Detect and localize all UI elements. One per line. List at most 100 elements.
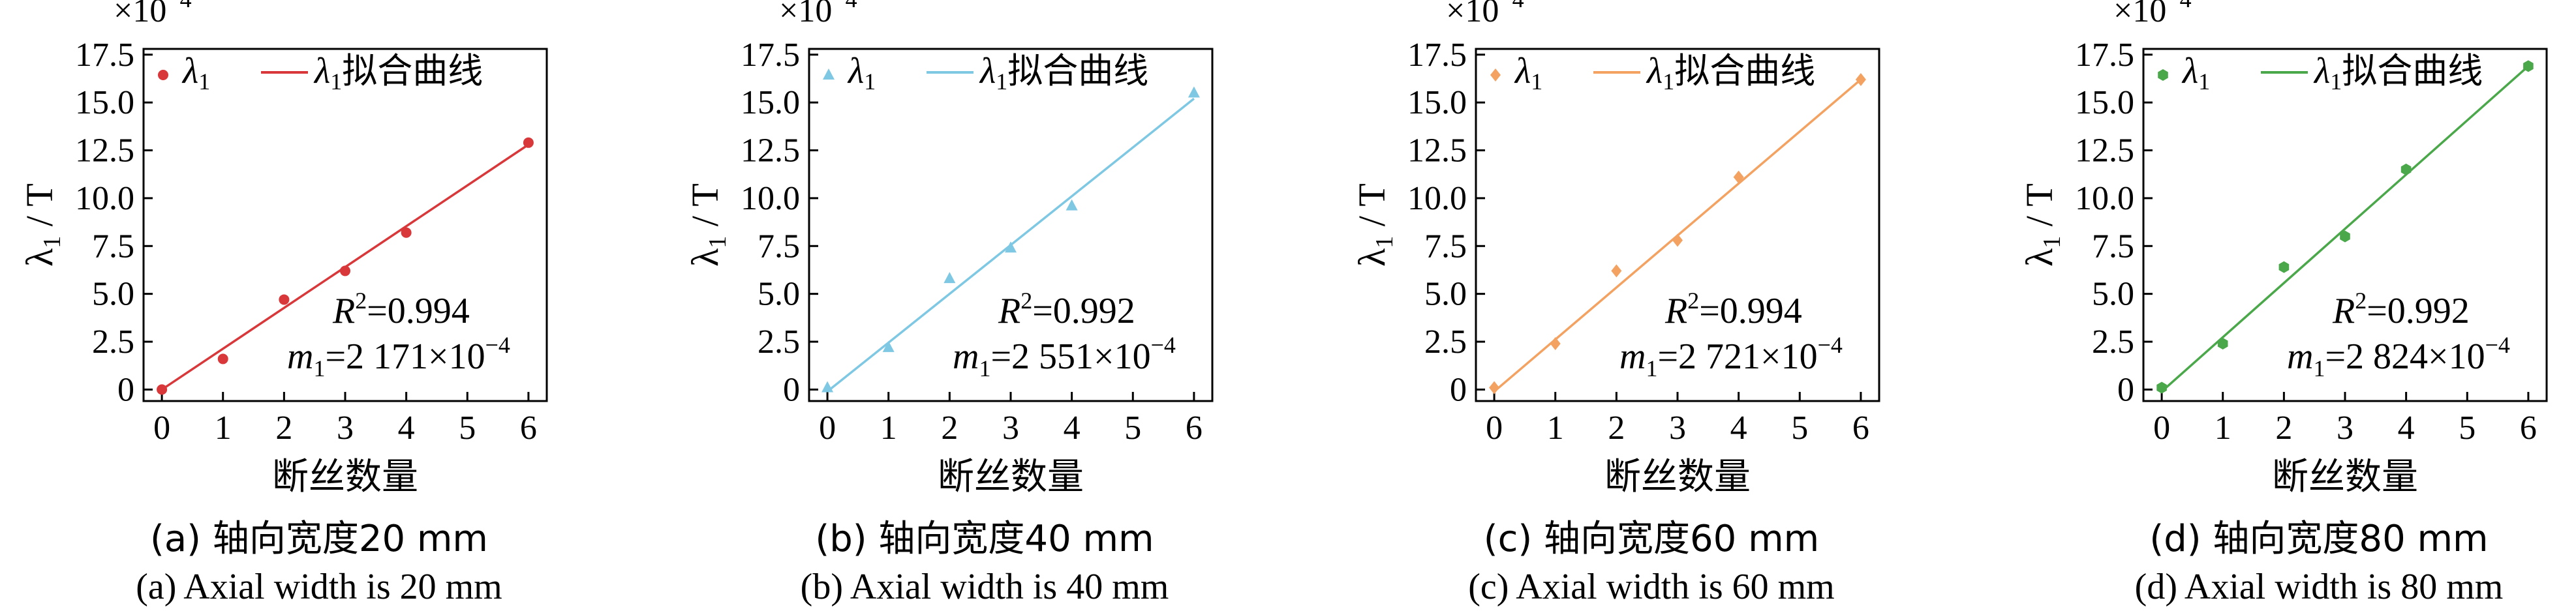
- legend-marker: [1490, 68, 1501, 82]
- data-point: [2523, 60, 2534, 72]
- data-point: [157, 384, 168, 395]
- x-tick-label: 5: [1791, 410, 1808, 447]
- y-axis-label: λ1 / T: [18, 183, 66, 267]
- x-tick-label: 2: [2275, 410, 2292, 447]
- y-tick-label: 12.5: [741, 132, 800, 170]
- r-squared-annotation: R2=0.994: [1664, 288, 1802, 331]
- y-axis-label-subscript: 1: [38, 236, 66, 248]
- y-axis-multiplier: ×10−4: [1446, 0, 1524, 29]
- legend-fit-label: λ1拟合曲线: [313, 50, 483, 95]
- x-tick-label: 3: [337, 410, 354, 447]
- x-tick-label: 6: [520, 410, 537, 447]
- data-point: [2156, 381, 2167, 394]
- legend-points-symbol: λ: [2181, 51, 2198, 91]
- legend-fit-subscript: 1: [2330, 68, 2342, 95]
- y-tick-label: 12.5: [75, 132, 134, 170]
- y-axis-label-unit: / T: [18, 183, 61, 236]
- x-tick-label: 5: [459, 410, 476, 447]
- y-axis-multiplier-exponent: −4: [2166, 0, 2191, 12]
- r-squared-exponent: 2: [355, 288, 367, 314]
- r-squared-value: =0.994: [1699, 291, 1802, 331]
- r-squared-annotation: R2=0.992: [998, 288, 1135, 331]
- y-axis-label-subscript: 1: [704, 236, 731, 248]
- fit-line: [2160, 65, 2530, 393]
- chart-panel: 02.55.07.510.012.515.017.50123456×10−4λ1…: [2018, 0, 2548, 607]
- panel-caption-cn: (c) 轴向宽度60 mm: [1484, 518, 1819, 560]
- x-tick-label: 5: [2459, 410, 2476, 447]
- y-tick-label: 7.5: [1424, 228, 1467, 265]
- legend-fit-text: 拟合曲线: [2342, 50, 2483, 91]
- data-point: [943, 272, 956, 284]
- legend-fit-symbol: λ: [2313, 51, 2330, 91]
- y-axis-label-symbol: λ: [684, 248, 726, 267]
- data-point: [1550, 336, 1561, 350]
- panel-caption-en: (a) Axial width is 20 mm: [136, 567, 502, 607]
- x-tick-label: 2: [1608, 410, 1625, 447]
- y-axis-label: λ1 / T: [2018, 183, 2066, 267]
- slope-subscript: 1: [1646, 355, 1657, 381]
- legend-points-label: λ1: [2181, 51, 2210, 95]
- y-tick-label: 2.5: [2092, 323, 2134, 361]
- y-tick-label: 5.0: [758, 276, 800, 313]
- y-tick-label: 0: [783, 371, 800, 408]
- panel-caption-en: (c) Axial width is 60 mm: [1468, 567, 1835, 607]
- y-tick-label: 2.5: [92, 323, 134, 361]
- x-tick-label: 0: [153, 410, 170, 447]
- data-point: [217, 353, 228, 365]
- y-tick-label: 15.0: [741, 84, 800, 121]
- y-tick-label: 0: [1450, 371, 1467, 408]
- r-squared-symbol: R: [2332, 291, 2355, 331]
- slope-symbol: m: [2287, 336, 2313, 377]
- x-tick-label: 1: [1547, 410, 1564, 447]
- legend-fit-label: λ1拟合曲线: [979, 50, 1148, 95]
- legend-points-symbol: λ: [181, 51, 198, 91]
- slope-exponent: −4: [485, 332, 510, 358]
- x-tick-label: 4: [2398, 410, 2415, 447]
- x-tick-label: 2: [941, 410, 958, 447]
- panel-caption-cn: (d) 轴向宽度80 mm: [2149, 518, 2488, 560]
- y-tick-label: 0: [117, 371, 134, 408]
- data-point: [1188, 86, 1200, 98]
- legend-fit-subscript: 1: [1663, 68, 1674, 95]
- r-squared-value: =0.994: [367, 291, 470, 331]
- chart-panel: 02.55.07.510.012.515.017.50123456×10−4λ1…: [1351, 0, 1880, 607]
- y-axis-label-unit: / T: [1351, 183, 1393, 236]
- legend-fit-text: 拟合曲线: [1007, 50, 1148, 91]
- legend-marker: [158, 70, 168, 80]
- y-tick-label: 5.0: [92, 276, 134, 313]
- y-axis-multiplier-exponent: −4: [832, 0, 857, 12]
- y-tick-label: 10.0: [75, 180, 134, 217]
- y-tick-label: 15.0: [75, 84, 134, 121]
- r-squared-exponent: 2: [1687, 288, 1699, 314]
- x-tick-label: 4: [1730, 410, 1747, 447]
- slope-value: =2 551×10: [990, 336, 1150, 377]
- y-tick-label: 17.5: [2075, 37, 2134, 74]
- data-point: [401, 227, 412, 238]
- y-tick-label: 7.5: [92, 228, 134, 265]
- x-axis-label: 断丝数量: [272, 456, 418, 498]
- x-tick-label: 3: [2337, 410, 2354, 447]
- y-axis-multiplier-base: ×10: [114, 0, 166, 29]
- slope-annotation: m1=2 824×10−4: [2287, 332, 2510, 381]
- r-squared-exponent: 2: [1020, 288, 1032, 314]
- data-point: [821, 381, 834, 393]
- y-axis-label-symbol: λ: [18, 248, 61, 267]
- data-point: [1733, 170, 1744, 184]
- y-tick-label: 10.0: [2075, 180, 2134, 217]
- slope-subscript: 1: [313, 355, 325, 381]
- y-axis-multiplier: ×10−4: [114, 0, 192, 29]
- y-tick-label: 12.5: [1407, 132, 1467, 170]
- y-tick-label: 10.0: [1407, 180, 1467, 217]
- slope-subscript: 1: [2313, 355, 2325, 381]
- data-point: [2278, 261, 2290, 273]
- legend-points-symbol: λ: [1514, 51, 1531, 91]
- r-squared-value: =0.992: [2367, 291, 2470, 331]
- data-point: [1611, 264, 1622, 278]
- data-point: [340, 265, 350, 276]
- x-tick-label: 0: [2153, 410, 2170, 447]
- y-axis-label-subscript: 1: [2038, 236, 2066, 248]
- legend-points-label: λ1: [847, 51, 876, 95]
- legend-points-symbol: λ: [847, 51, 864, 91]
